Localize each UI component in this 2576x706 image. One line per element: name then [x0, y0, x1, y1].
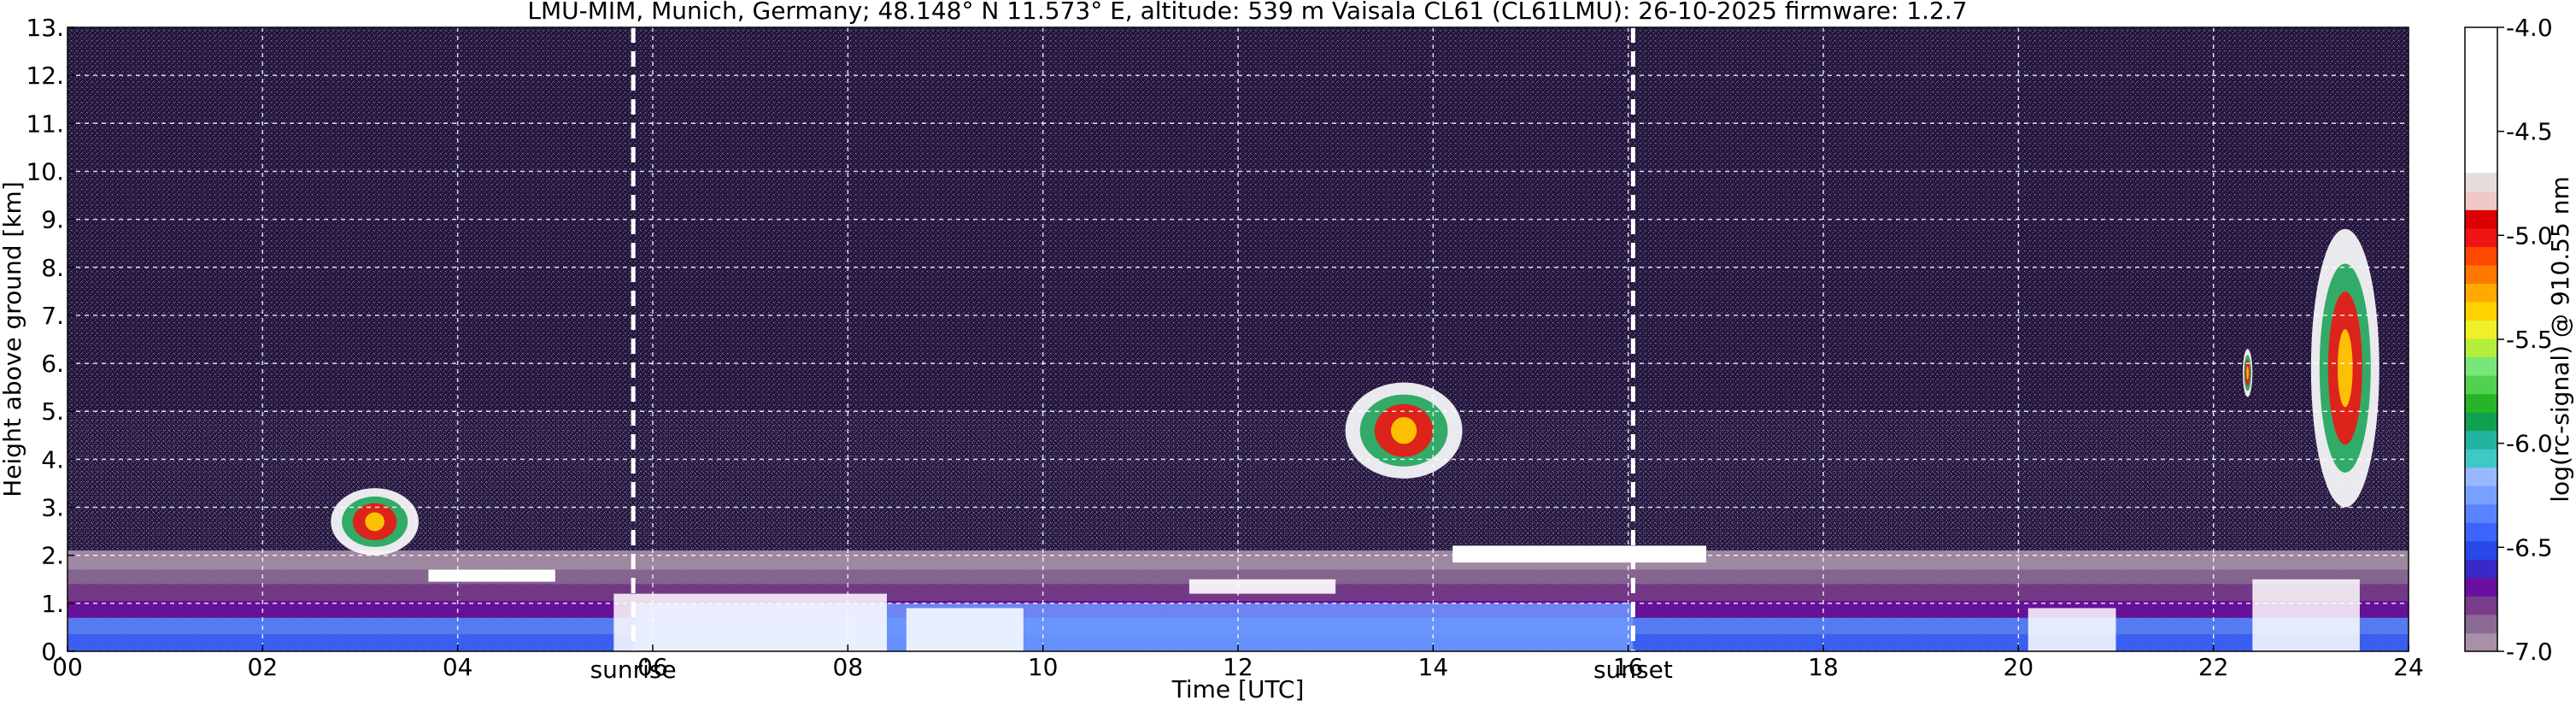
- colorbar-swatch: [2465, 596, 2497, 615]
- y-tick-label: 11.: [26, 109, 64, 138]
- x-tick-label: 10: [1028, 653, 1059, 681]
- colorbar-swatch: [2465, 485, 2497, 505]
- y-tick-label: 12.: [26, 62, 64, 90]
- colorbar-swatch: [2465, 191, 2497, 210]
- colorbar-swatch: [2465, 632, 2497, 652]
- colorbar-swatch: [2465, 356, 2497, 376]
- colorbar-swatch: [2465, 283, 2497, 303]
- boundary-top-line: [428, 569, 555, 582]
- y-tick-label: 2.: [41, 542, 64, 570]
- y-axis-label: Height above ground [km]: [0, 181, 26, 497]
- y-tick-label: 1.: [41, 590, 64, 618]
- y-tick-label: 13.: [26, 14, 64, 42]
- colorbar-ticks: -7.0 -6.5 -6.0 -5.5 -5.0 -4.5 -4.0: [2497, 14, 2553, 666]
- x-tick-label: 08: [833, 653, 864, 681]
- low-cloud-patch: [2027, 608, 2116, 651]
- colorbar-swatch: [2465, 338, 2497, 358]
- x-tick-label: 04: [443, 653, 473, 681]
- colorbar-tick-label: -6.5: [2506, 533, 2553, 562]
- colorbar-swatch: [2465, 27, 2497, 174]
- plot-area: [67, 26, 2409, 652]
- sunrise-label: sunrise: [590, 656, 677, 684]
- colorbar-swatch: [2465, 393, 2497, 413]
- colorbar-tick-label: -6.0: [2506, 430, 2553, 458]
- y-tick-label: 8.: [41, 254, 64, 282]
- colorbar: -7.0 -6.5 -6.0 -5.5 -5.0 -4.5 -4.0 log(rc-sign…: [2464, 14, 2574, 666]
- cloud-mark: [1391, 416, 1417, 444]
- colorbar-tick-label: -5.0: [2506, 221, 2553, 250]
- sunset-label: sunset: [1593, 656, 1673, 684]
- colorbar-swatch: [2465, 449, 2497, 468]
- boundary-top-line: [1188, 579, 1336, 594]
- colorbar-swatch: [2465, 227, 2497, 247]
- x-axis: sunrise sunset 00 02 04 06 08 10 12 14 16 18 20 22 24: [52, 644, 2424, 684]
- colorbar-swatch: [2465, 375, 2497, 395]
- colorbar-swatch: [2465, 522, 2497, 542]
- colorbar-swatch: [2465, 577, 2497, 597]
- colorbar-swatch: [2465, 540, 2497, 560]
- colorbar-tick-label: -5.5: [2506, 326, 2553, 354]
- colorbar-swatch: [2465, 614, 2497, 633]
- low-cloud-patch: [906, 608, 1024, 651]
- colorbar-tick-label: -4.5: [2506, 118, 2553, 146]
- x-tick-label: 00: [52, 653, 83, 681]
- colorbar-swatch: [2465, 302, 2497, 321]
- low-cloud-patch: [2252, 579, 2360, 651]
- y-tick-label: 9.: [41, 206, 64, 234]
- y-tick-label: 5.: [41, 397, 64, 426]
- colorbar-label: log(rc-signal) @ 910.55 nm: [2546, 176, 2574, 502]
- y-tick-label: 3.: [41, 494, 64, 522]
- x-tick-label: 20: [2004, 653, 2034, 681]
- x-tick-label: 22: [2198, 653, 2229, 681]
- x-tick-label: 18: [1808, 653, 1839, 681]
- cloud-mark: [2246, 366, 2249, 380]
- colorbar-swatch: [2465, 264, 2497, 284]
- colorbar-tick-label: -7.0: [2506, 638, 2553, 666]
- x-tick-label: 12: [1223, 653, 1253, 681]
- colorbar-swatch: [2465, 430, 2497, 450]
- colorbar-tick-label: -4.0: [2506, 14, 2553, 42]
- colorbar-swatch: [2465, 559, 2497, 579]
- cloud-mark: [365, 512, 384, 532]
- y-tick-label: 10.: [26, 157, 64, 185]
- boundary-top-line: [1452, 545, 1706, 563]
- colorbar-swatches: [2465, 27, 2497, 652]
- x-tick-label: 14: [1418, 653, 1449, 681]
- colorbar-swatch: [2465, 412, 2497, 432]
- colorbar-swatch: [2465, 246, 2497, 266]
- marker-layer: [631, 27, 1635, 651]
- colorbar-swatch: [2465, 209, 2497, 229]
- x-tick-label: 06: [637, 653, 668, 681]
- cloud-mark: [2338, 329, 2353, 408]
- y-tick-label: 7.: [41, 302, 64, 330]
- chart-title: LMU-MIM, Munich, Germany; 48.148° N 11.5…: [527, 0, 1967, 25]
- x-tick-label: 16: [1613, 653, 1644, 681]
- x-tick-label: 24: [2393, 653, 2424, 681]
- x-axis-label: Time [UTC]: [1171, 675, 1305, 703]
- colorbar-swatch: [2465, 467, 2497, 486]
- y-tick-label: 4.: [41, 445, 64, 474]
- low-cloud-patch: [613, 593, 887, 651]
- colorbar-swatch: [2465, 173, 2497, 192]
- colorbar-swatch: [2465, 320, 2497, 339]
- y-tick-label: 6.: [41, 350, 64, 378]
- y-axis: 0. 1. 2. 3. 4. 5. 6. 7. 8. 9. 10. 11. 12. 13.: [26, 14, 74, 666]
- y-tick-label: 0.: [41, 638, 64, 666]
- colorbar-swatch: [2465, 503, 2497, 523]
- x-tick-label: 02: [248, 653, 279, 681]
